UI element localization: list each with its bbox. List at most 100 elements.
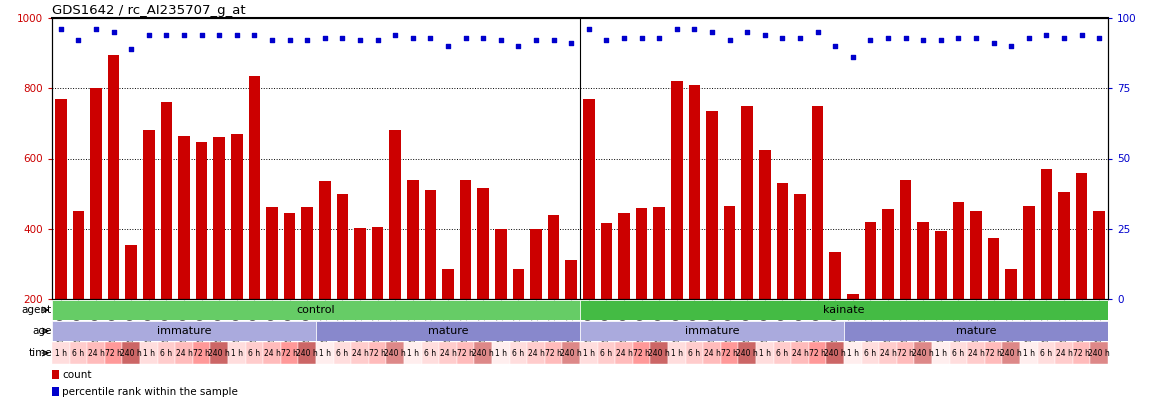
Bar [281, 342, 298, 364]
Point [562, 40, 581, 47]
Text: 6 h: 6 h [600, 348, 613, 358]
Bar [615, 342, 632, 364]
Bar [1020, 342, 1037, 364]
Point [1073, 32, 1091, 38]
Bar [298, 342, 316, 364]
Bar [791, 342, 808, 364]
Bar [844, 321, 1107, 341]
Bar [562, 342, 580, 364]
Bar [632, 342, 651, 364]
Bar [161, 102, 172, 299]
Point [685, 26, 704, 32]
Bar [407, 179, 419, 299]
Bar [545, 342, 562, 364]
Bar [196, 142, 207, 299]
Text: 24 h: 24 h [263, 348, 281, 358]
Bar [580, 342, 598, 364]
Point [1037, 32, 1056, 38]
Text: 24 h: 24 h [352, 348, 368, 358]
Bar [1073, 342, 1090, 364]
Bar [214, 137, 225, 299]
Bar [424, 190, 436, 299]
Point [650, 34, 668, 41]
Text: 24 h: 24 h [615, 348, 632, 358]
Bar [950, 342, 967, 364]
Bar [477, 188, 489, 299]
Bar [1037, 342, 1056, 364]
Text: mature: mature [956, 326, 996, 336]
Text: mature: mature [428, 326, 468, 336]
Point [105, 29, 123, 35]
Bar [52, 300, 580, 320]
Point [228, 32, 246, 38]
Text: 240 h: 240 h [121, 348, 143, 358]
Point [210, 32, 229, 38]
Text: 240 h: 240 h [1000, 348, 1022, 358]
Text: time: time [29, 348, 52, 358]
Bar [72, 211, 84, 299]
Text: immature: immature [684, 326, 739, 336]
Bar [530, 229, 542, 299]
Point [615, 34, 634, 41]
Point [949, 34, 967, 41]
Text: 6 h: 6 h [336, 348, 348, 358]
Bar [685, 342, 703, 364]
Point [457, 34, 475, 41]
Text: 24 h: 24 h [880, 348, 897, 358]
Point [421, 34, 439, 41]
Point [967, 34, 986, 41]
Text: 1 h: 1 h [494, 348, 507, 358]
Bar [636, 208, 647, 299]
Text: 6 h: 6 h [248, 348, 260, 358]
Point [245, 32, 263, 38]
Point [509, 43, 528, 49]
Text: 6 h: 6 h [424, 348, 437, 358]
Bar [774, 342, 791, 364]
Bar [246, 342, 263, 364]
Point [738, 29, 757, 35]
Bar [371, 227, 383, 299]
Bar [935, 230, 946, 299]
Bar [812, 106, 823, 299]
Text: 240 h: 240 h [297, 348, 319, 358]
Text: 240 h: 240 h [1088, 348, 1110, 358]
Bar [829, 252, 841, 299]
Bar [231, 134, 243, 299]
Text: 1 h: 1 h [583, 348, 595, 358]
Bar [984, 342, 1003, 364]
Point [914, 37, 933, 44]
Point [1090, 34, 1109, 41]
Point [984, 40, 1003, 47]
Bar [193, 342, 210, 364]
Bar [742, 106, 753, 299]
Bar [865, 222, 876, 299]
Text: 240 h: 240 h [560, 348, 582, 358]
Text: 1 h: 1 h [55, 348, 67, 358]
Bar [284, 213, 296, 299]
Bar [492, 342, 509, 364]
Bar [988, 237, 999, 299]
Text: 24 h: 24 h [967, 348, 984, 358]
Point [580, 26, 598, 32]
Text: 240 h: 240 h [208, 348, 230, 358]
Text: 72 h: 72 h [897, 348, 914, 358]
Bar [914, 342, 932, 364]
Bar [583, 99, 595, 299]
Point [668, 26, 687, 32]
Bar [580, 300, 1107, 320]
Text: 72 h: 72 h [810, 348, 826, 358]
Text: 24 h: 24 h [791, 348, 808, 358]
Bar [108, 55, 120, 299]
Point [315, 34, 334, 41]
Text: 1 h: 1 h [759, 348, 770, 358]
Point [122, 46, 140, 52]
Bar [496, 230, 506, 299]
Bar [1090, 342, 1107, 364]
Text: 24 h: 24 h [87, 348, 105, 358]
Bar [827, 342, 844, 364]
Text: 24 h: 24 h [704, 348, 720, 358]
Bar [1003, 342, 1020, 364]
Point [334, 34, 352, 41]
Bar [1076, 173, 1087, 299]
Text: 72 h: 72 h [281, 348, 298, 358]
